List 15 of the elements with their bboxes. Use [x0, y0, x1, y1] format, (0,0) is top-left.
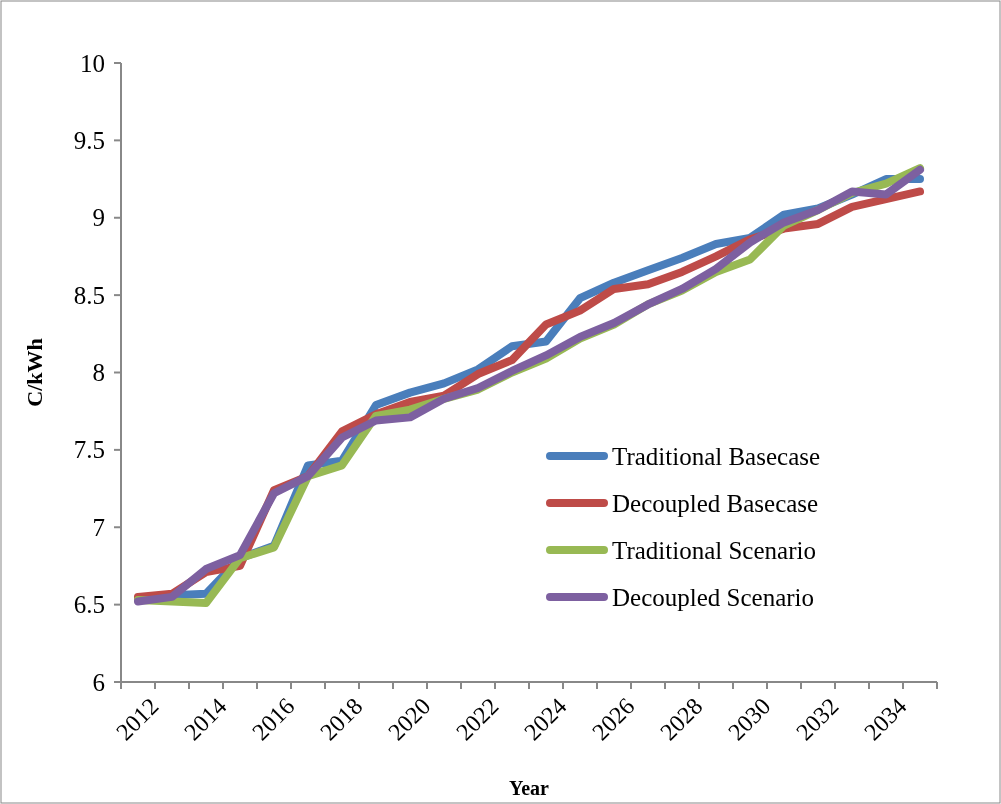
y-tick-label: 10: [80, 49, 105, 77]
y-tick-label: 7.5: [73, 436, 105, 464]
y-tick-label: 6: [92, 668, 105, 696]
x-axis-title: Year: [509, 777, 550, 799]
y-tick-label: 9.5: [73, 126, 105, 154]
legend-label: Decoupled Basecase: [612, 489, 819, 517]
y-tick-label: 6.5: [73, 591, 105, 619]
y-tick-label: 8: [92, 359, 105, 386]
y-tick-label: 7: [92, 513, 105, 541]
y-tick-label: 9: [92, 204, 105, 232]
legend-label: Traditional Scenario: [612, 536, 816, 564]
y-axis-title: C/kWh: [22, 338, 47, 407]
y-tick-label: 8.5: [73, 281, 105, 309]
legend-label: Decoupled Scenario: [612, 583, 815, 611]
legend-label: Traditional Basecase: [612, 442, 821, 470]
